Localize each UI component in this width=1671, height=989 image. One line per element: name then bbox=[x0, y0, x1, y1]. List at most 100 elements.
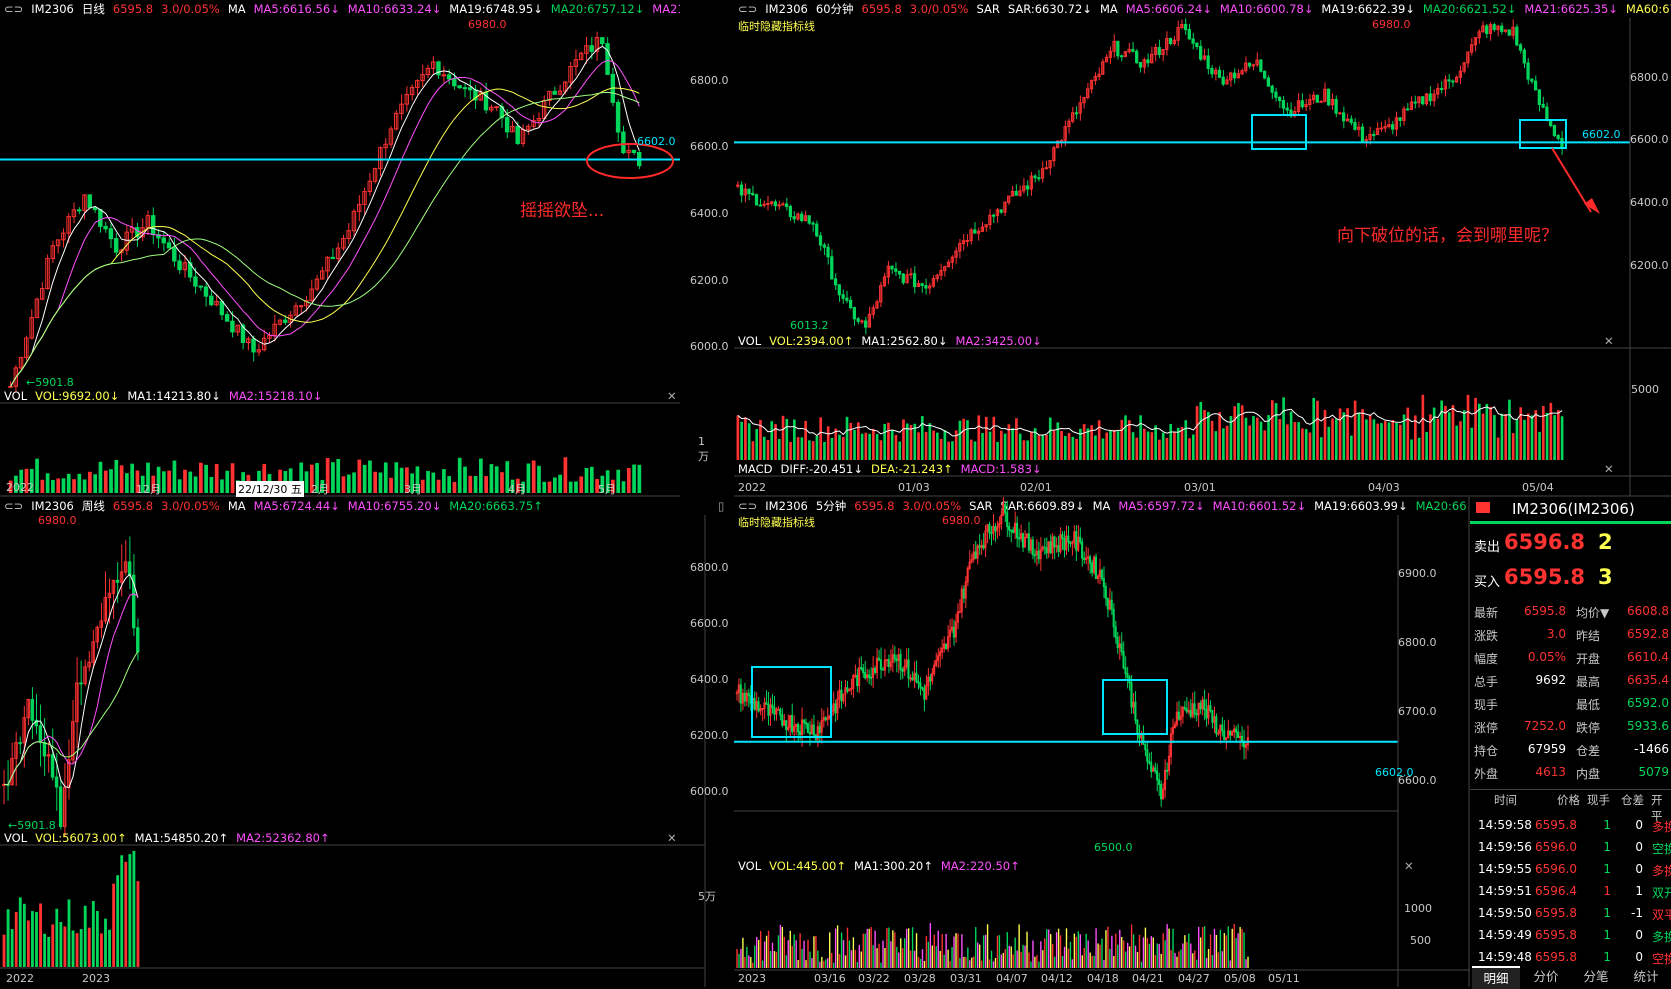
volume-bar bbox=[14, 475, 18, 493]
volume-bar bbox=[399, 467, 404, 493]
tab-details[interactable]: 明细 bbox=[1472, 966, 1520, 989]
volume-bar bbox=[880, 962, 882, 968]
candle-body bbox=[1451, 80, 1455, 83]
volume-bar bbox=[605, 470, 610, 493]
period-selector[interactable]: 周线 bbox=[81, 498, 105, 513]
symbol-label[interactable]: IM2306 bbox=[31, 1, 74, 16]
candle-body bbox=[905, 274, 909, 284]
candle-body bbox=[1526, 62, 1530, 80]
stat-label-2: 最高 bbox=[1576, 675, 1601, 689]
x-axis-label: 04/07 bbox=[996, 972, 1028, 985]
volume-bar bbox=[473, 476, 478, 493]
candle-body bbox=[1319, 100, 1323, 103]
close-icon[interactable]: ✕ bbox=[1404, 859, 1414, 873]
sar-value: SAR:6630.72↓ bbox=[1007, 1, 1092, 16]
candle-body bbox=[1074, 112, 1079, 115]
candle-body bbox=[467, 87, 473, 91]
vol-selector[interactable]: VOL bbox=[4, 831, 28, 845]
volume-bar bbox=[204, 464, 208, 493]
change-label: 3.0/0.05% bbox=[909, 1, 969, 16]
sar-selector[interactable]: SAR bbox=[976, 1, 1000, 16]
volume-bar bbox=[1120, 419, 1124, 460]
volume-bar bbox=[1248, 425, 1252, 460]
h60-chart-panel[interactable]: ⊂⊃ IM2306 60分钟 6595.8 3.0/0.05% SAR SAR:… bbox=[734, 0, 1671, 497]
vol-selector[interactable]: VOL bbox=[738, 859, 762, 873]
ma20-value: MA20:6757.12↓ bbox=[550, 1, 645, 16]
candle-body bbox=[1379, 127, 1383, 130]
ma-selector[interactable]: MA bbox=[227, 1, 246, 16]
ma20-line bbox=[4, 650, 139, 786]
volume-bar bbox=[1252, 416, 1255, 460]
volume-bar bbox=[1383, 420, 1387, 460]
tab-price-dist[interactable]: 分价 bbox=[1533, 969, 1559, 984]
vol-selector[interactable]: VOL bbox=[4, 389, 28, 403]
tab-stats[interactable]: 统计 bbox=[1633, 969, 1659, 984]
symbol-label[interactable]: IM2306 bbox=[31, 498, 74, 513]
y-axis-label: 6600.0 bbox=[690, 140, 729, 153]
volume-bar bbox=[854, 949, 857, 968]
volume-bar bbox=[1523, 419, 1526, 460]
minus-icon[interactable] bbox=[1476, 502, 1490, 513]
volume-bar bbox=[1190, 943, 1192, 968]
period-selector[interactable]: 60分钟 bbox=[815, 1, 854, 16]
candle-body bbox=[378, 147, 383, 170]
chart-link-icon[interactable]: ⊂⊃ bbox=[4, 498, 24, 513]
candle-body bbox=[510, 125, 515, 133]
candle-body bbox=[304, 300, 309, 307]
sell-row[interactable]: 卖出 6596.8 2 bbox=[1470, 530, 1671, 560]
candle-body bbox=[1081, 541, 1084, 559]
ma-selector[interactable]: MA bbox=[227, 498, 246, 513]
volume-bar bbox=[1191, 434, 1195, 460]
restore-icon[interactable]: ▯ bbox=[718, 498, 725, 513]
candle-body bbox=[882, 276, 887, 287]
candle-body bbox=[325, 256, 330, 272]
buy-row[interactable]: 买入 6595.8 3 bbox=[1470, 565, 1671, 595]
volume-bar bbox=[898, 952, 900, 968]
tab-ticks[interactable]: 分笔 bbox=[1583, 969, 1609, 984]
volume-bar bbox=[848, 940, 851, 968]
candle-body bbox=[1079, 536, 1082, 543]
volume-bar bbox=[1207, 948, 1210, 968]
ma-selector[interactable]: MA bbox=[1099, 1, 1118, 16]
close-icon[interactable]: ✕ bbox=[1604, 334, 1614, 348]
vol-selector[interactable]: VOL bbox=[738, 334, 762, 348]
candle-body bbox=[899, 654, 902, 671]
macd-selector[interactable]: MACD bbox=[738, 462, 773, 476]
vol-y-axis-label: 500 bbox=[1410, 934, 1431, 947]
ma-selector[interactable]: MA bbox=[1092, 498, 1111, 513]
volume-bar bbox=[19, 469, 24, 493]
candle-body bbox=[1150, 762, 1153, 772]
candle-body bbox=[504, 117, 510, 133]
indicator-note[interactable]: 临时隐藏指标线 bbox=[738, 516, 815, 529]
volume-bar bbox=[1064, 435, 1067, 460]
tick-volume: 1 bbox=[1603, 840, 1611, 854]
volume-bar bbox=[2, 934, 6, 967]
candle-body bbox=[441, 74, 446, 77]
weekly-chart-panel[interactable]: ⊂⊃ IM2306 周线 6595.8 3.0/0.05% MA MA5:672… bbox=[0, 497, 734, 987]
period-selector[interactable]: 5分钟 bbox=[815, 498, 847, 513]
daily-chart-panel[interactable]: ⊂⊃ IM2306 日线 6595.8 3.0/0.05% MA MA5:661… bbox=[0, 0, 729, 497]
volume-bar bbox=[1053, 956, 1056, 968]
close-icon[interactable]: ✕ bbox=[1604, 462, 1614, 476]
stat-label-2: 仓差 bbox=[1576, 744, 1601, 758]
chart-link-icon[interactable]: ⊂⊃ bbox=[738, 1, 758, 16]
volume-bar bbox=[971, 957, 973, 968]
symbol-label[interactable]: IM2306 bbox=[765, 1, 808, 16]
m5-chart-panel[interactable]: ⊂⊃ IM2306 5分钟 6595.8 3.0/0.05% SAR SAR:6… bbox=[734, 497, 1470, 987]
indicator-note[interactable]: 临时隐藏指标线 bbox=[738, 20, 815, 33]
chart-link-icon[interactable]: ⊂⊃ bbox=[738, 498, 758, 513]
candle-body bbox=[10, 757, 14, 786]
candle-body bbox=[515, 125, 520, 144]
candle-body bbox=[767, 703, 770, 716]
period-selector[interactable]: 日线 bbox=[81, 1, 105, 16]
symbol-label[interactable]: IM2306 bbox=[765, 498, 808, 513]
volume-bar bbox=[172, 460, 177, 493]
candle-body bbox=[1233, 728, 1236, 733]
volume-bar bbox=[225, 470, 230, 493]
volume-bar bbox=[996, 935, 999, 968]
sar-selector[interactable]: SAR bbox=[969, 498, 993, 513]
close-icon[interactable]: ✕ bbox=[667, 389, 677, 403]
candle-body bbox=[1203, 699, 1206, 710]
close-icon[interactable]: ✕ bbox=[667, 831, 677, 845]
chart-link-icon[interactable]: ⊂⊃ bbox=[4, 1, 24, 16]
